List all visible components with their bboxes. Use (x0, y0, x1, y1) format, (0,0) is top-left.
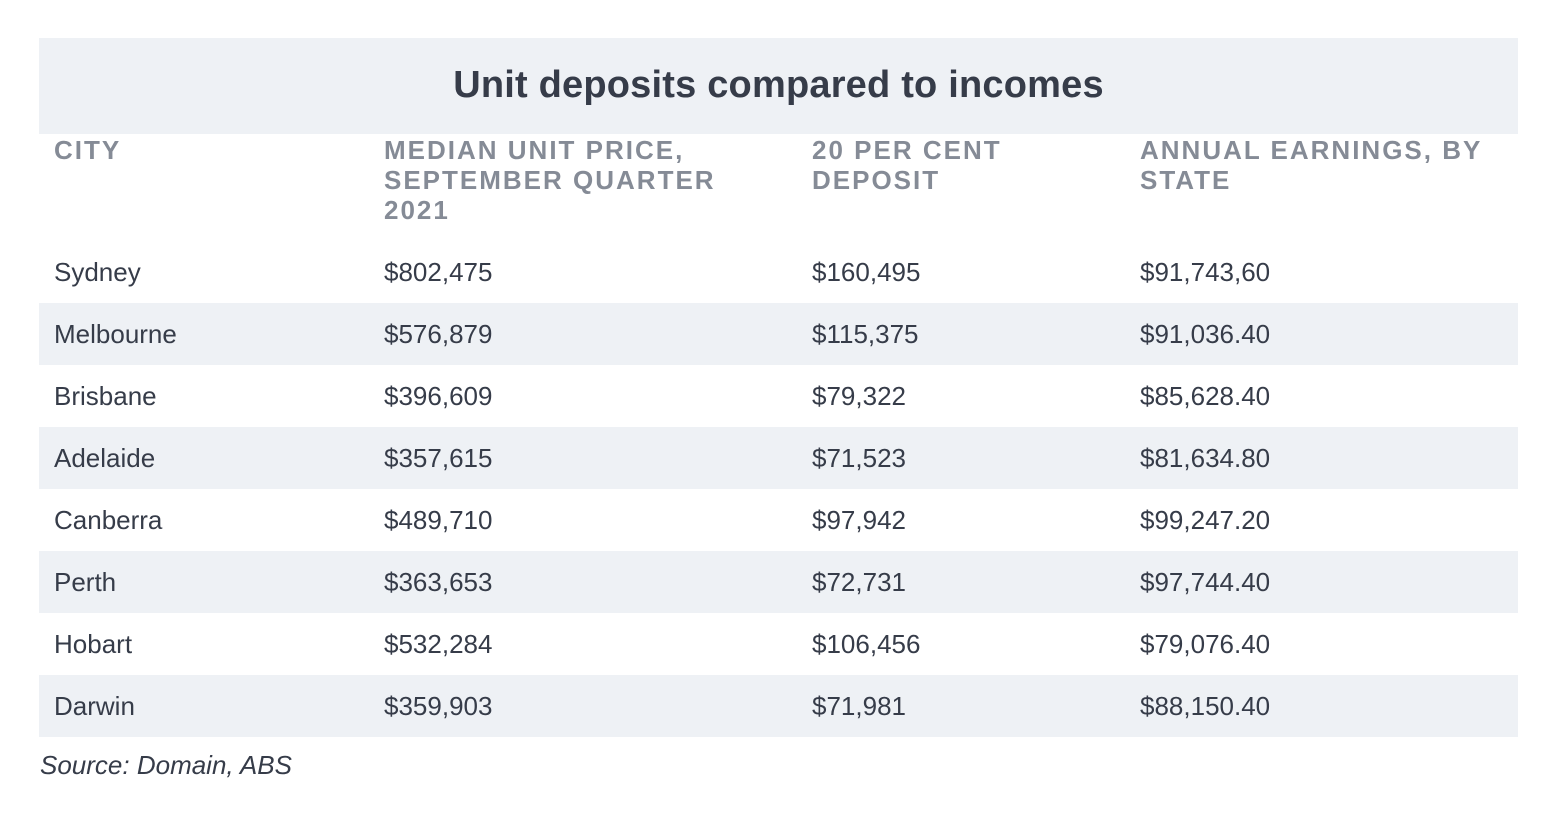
cell-median-unit-price: $363,653 (369, 551, 797, 613)
table-row: Brisbane $396,609 $79,322 $85,628.40 (39, 365, 1518, 427)
cell-annual-earnings: $91,036.40 (1125, 303, 1518, 365)
cell-median-unit-price: $357,615 (369, 427, 797, 489)
cell-median-unit-price: $359,903 (369, 675, 797, 737)
cell-deposit: $71,981 (797, 675, 1125, 737)
cell-median-unit-price: $489,710 (384, 504, 493, 535)
cell-deposit: $106,456 (812, 628, 921, 659)
cell-annual-earnings: $97,744.40 (1125, 551, 1518, 613)
cell-city: Brisbane (54, 380, 157, 411)
data-table: CITY MEDIAN UNIT PRICE, SEPTEMBER QUARTE… (39, 134, 1518, 737)
cell-median-unit-price: $576,879 (369, 303, 797, 365)
cell-annual-earnings: $91,743,60 (1140, 256, 1271, 287)
table-row: Perth $363,653 $72,731 $97,744.40 (39, 551, 1518, 613)
cell-city: Perth (39, 551, 369, 613)
cell-deposit: $115,375 (797, 303, 1125, 365)
title-bar: Unit deposits compared to incomes (39, 38, 1518, 134)
cell-deposit: $160,495 (812, 256, 921, 287)
cell-city: Sydney (54, 256, 141, 287)
cell-median-unit-price: $532,284 (384, 628, 493, 659)
cell-annual-earnings: $88,150.40 (1125, 675, 1518, 737)
table-header: CITY MEDIAN UNIT PRICE, SEPTEMBER QUARTE… (39, 134, 1518, 241)
cell-annual-earnings: $99,247.20 (1140, 504, 1271, 535)
cell-city: Darwin (39, 675, 369, 737)
cell-city: Canberra (54, 504, 163, 535)
cell-city: Melbourne (39, 303, 369, 365)
source-note: Source: Domain, ABS (40, 750, 292, 780)
table-row: Darwin $359,903 $71,981 $88,150.40 (39, 675, 1518, 737)
table-row: Adelaide $357,615 $71,523 $81,634.80 (39, 427, 1518, 489)
cell-annual-earnings: $79,076.40 (1140, 628, 1271, 659)
header-row: CITY MEDIAN UNIT PRICE, SEPTEMBER QUARTE… (39, 134, 1518, 241)
table-title: Unit deposits compared to incomes (453, 63, 1104, 106)
cell-deposit: $97,942 (812, 504, 906, 535)
cell-deposit: $79,322 (812, 380, 906, 411)
data-table-container: Unit deposits compared to incomes CITY M… (39, 38, 1518, 737)
column-header-median-unit-price: MEDIAN UNIT PRICE, SEPTEMBER QUARTER 202… (384, 135, 716, 225)
column-header-city: CITY (54, 135, 122, 165)
cell-city: Hobart (54, 628, 133, 659)
table-row: Canberra $489,710 $97,942 $99,247.20 (39, 489, 1518, 551)
table-row: Hobart $532,284 $106,456 $79,076.40 (39, 613, 1518, 675)
cell-annual-earnings: $81,634.80 (1125, 427, 1518, 489)
cell-annual-earnings: $85,628.40 (1140, 380, 1271, 411)
cell-median-unit-price: $802,475 (384, 256, 493, 287)
cell-deposit: $71,523 (797, 427, 1125, 489)
cell-city: Adelaide (39, 427, 369, 489)
table-body: Sydney $802,475 $160,495 $91,743,60 Melbourn… (39, 241, 1518, 737)
cell-deposit: $72,731 (797, 551, 1125, 613)
column-header-annual-earnings: ANNUAL EARNINGS, BY STATE (1140, 135, 1482, 195)
table-row: Sydney $802,475 $160,495 $91,743,60 (39, 241, 1518, 303)
cell-median-unit-price: $396,609 (384, 380, 493, 411)
table-row: Melbourne $576,879 $115,375 $91,036.40 (39, 303, 1518, 365)
column-header-deposit: 20 PER CENT DEPOSIT (812, 135, 1002, 195)
